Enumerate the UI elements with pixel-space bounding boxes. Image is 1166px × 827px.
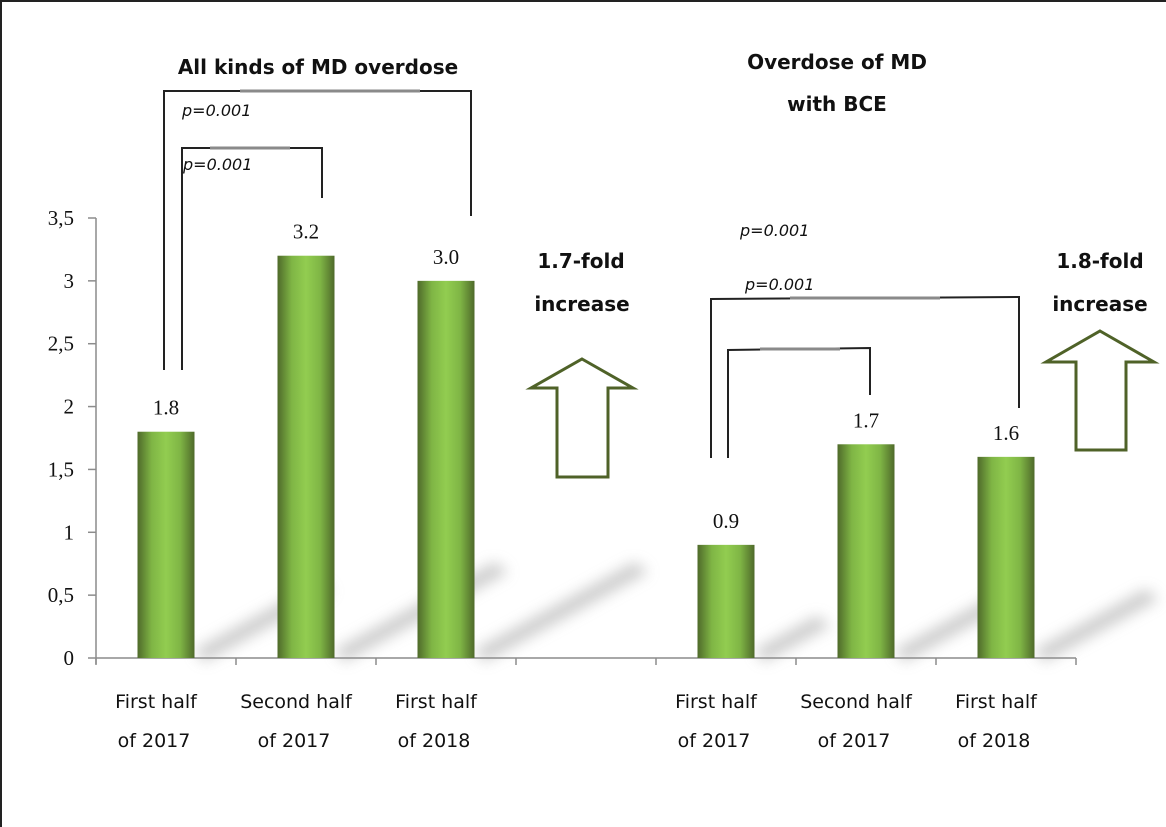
fold-change-label: 1.7-fold <box>537 249 624 273</box>
panel-title: with BCE <box>787 92 887 116</box>
x-category-label: First half <box>395 691 478 713</box>
fold-change-label: 1.8-fold <box>1056 249 1143 273</box>
x-category-label: of 2017 <box>678 730 751 752</box>
x-category-label: of 2018 <box>958 730 1031 752</box>
p-value-label: p=0.001 <box>182 155 252 174</box>
x-category-label: of 2017 <box>818 730 891 752</box>
significance-bracket <box>727 346 871 458</box>
y-tick-label: 2,5 <box>48 332 74 356</box>
y-tick-label: 1 <box>64 520 75 544</box>
x-category-label: First half <box>955 691 1038 713</box>
x-category-label: Second half <box>240 691 353 713</box>
panel-title: All kinds of MD overdose <box>178 55 458 79</box>
bar <box>837 444 895 658</box>
bar <box>697 544 755 658</box>
data-label: 0.9 <box>713 509 739 533</box>
x-category-label: of 2017 <box>118 730 191 752</box>
data-label: 1.8 <box>153 396 179 420</box>
x-category-label: First half <box>675 691 758 713</box>
data-label: 3.2 <box>293 220 319 244</box>
y-tick-label: 0 <box>64 646 75 670</box>
p-value-label: p=0.001 <box>744 275 814 294</box>
x-category-label: of 2018 <box>398 730 471 752</box>
y-tick-label: 2 <box>64 395 75 419</box>
x-category-label: of 2017 <box>258 730 331 752</box>
bar <box>137 431 195 658</box>
data-label: 1.6 <box>993 421 1019 445</box>
significance-bracket <box>710 295 1020 458</box>
bar <box>277 255 335 658</box>
panel-title: Overdose of MD <box>747 50 927 74</box>
data-label: 3.0 <box>433 245 459 269</box>
up-arrow-icon <box>1040 329 1160 452</box>
bar <box>977 456 1035 658</box>
data-label: 1.7 <box>853 408 879 432</box>
bar-shadow <box>1034 589 1160 662</box>
x-category-label: First half <box>115 691 198 713</box>
bar <box>417 280 475 658</box>
y-tick-label: 0,5 <box>48 583 74 607</box>
bar-shadow <box>754 615 831 662</box>
x-category-label: Second half <box>800 691 913 713</box>
y-tick-label: 1,5 <box>48 457 74 481</box>
up-arrow-icon <box>525 357 639 479</box>
y-tick-label: 3,5 <box>48 206 74 230</box>
p-value-label: p=0.001 <box>181 101 251 120</box>
y-tick-label: 3 <box>64 269 75 293</box>
fold-change-label: increase <box>1052 292 1147 316</box>
bar-shadow <box>474 562 649 662</box>
p-value-label: p=0.001 <box>739 221 809 240</box>
fold-change-label: increase <box>534 292 629 316</box>
